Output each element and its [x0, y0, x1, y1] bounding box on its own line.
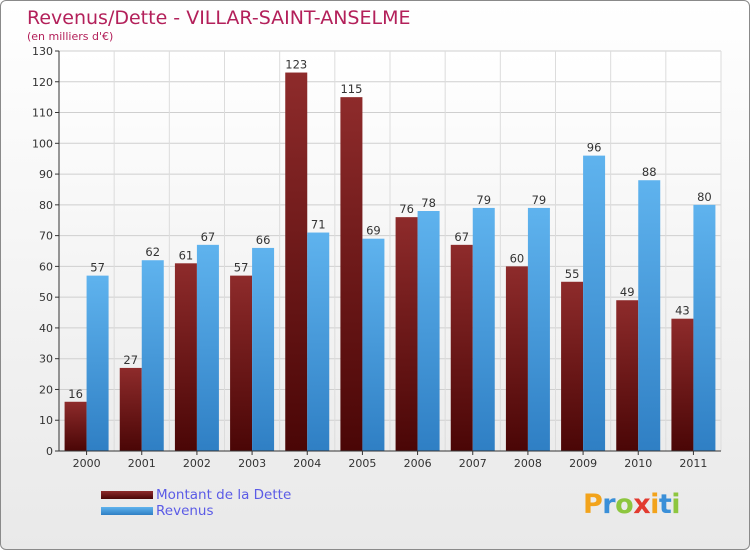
legend-swatch-revenus [101, 507, 153, 515]
logo-letter: r [602, 489, 616, 520]
data-label-revenus: 79 [532, 193, 547, 207]
legend-label-revenus: Revenus [156, 503, 214, 519]
data-label-debt: 16 [68, 387, 83, 401]
bar-debt [450, 244, 473, 451]
logo-letter: t [658, 489, 672, 520]
bar-revenus [141, 260, 164, 451]
data-label-debt: 67 [454, 230, 469, 244]
x-tick-label: 2006 [404, 457, 432, 470]
y-tick-label: 0 [46, 445, 53, 458]
x-tick-label: 2009 [569, 457, 597, 470]
data-label-debt: 49 [620, 285, 635, 299]
bar-debt [671, 318, 694, 451]
x-tick-label: 2010 [624, 457, 652, 470]
proxiti-logo: Proxiti [583, 489, 681, 520]
bar-debt [230, 275, 253, 451]
data-label-debt: 115 [340, 82, 362, 96]
bar-debt [174, 263, 197, 451]
bar-revenus [307, 232, 330, 451]
bar-revenus [472, 207, 495, 451]
y-tick-label: 30 [39, 353, 53, 366]
data-label-revenus: 80 [697, 190, 712, 204]
logo-letter: i [671, 489, 681, 520]
logo-letter: x [633, 489, 651, 520]
data-label-revenus: 67 [201, 230, 216, 244]
data-label-debt: 43 [675, 304, 690, 318]
data-label-debt: 76 [399, 202, 414, 216]
y-tick-label: 130 [32, 45, 53, 58]
y-tick-label: 10 [39, 414, 53, 427]
x-tick-label: 2001 [128, 457, 156, 470]
legend-label-debt: Montant de la Dette [156, 487, 292, 503]
data-label-revenus: 57 [90, 261, 105, 275]
bar-revenus [417, 211, 440, 451]
data-label-debt: 55 [565, 267, 580, 281]
bar-revenus [693, 204, 716, 451]
y-tick-label: 80 [39, 199, 53, 212]
bar-debt [285, 72, 308, 452]
bar-revenus [252, 247, 275, 451]
y-tick-label: 90 [39, 168, 53, 181]
data-label-revenus: 96 [587, 141, 602, 155]
legend-swatch-debt [101, 491, 153, 499]
logo-letter: o [615, 489, 634, 520]
x-tick-label: 2004 [293, 457, 321, 470]
chart-title: Revenus/Dette - VILLAR-SAINT-ANSELME [27, 7, 411, 29]
data-label-debt: 60 [510, 251, 525, 265]
bar-debt [119, 367, 142, 451]
bar-revenus [86, 275, 109, 451]
bar-revenus [196, 244, 219, 451]
bar-debt [64, 401, 87, 451]
y-tick-label: 110 [32, 107, 53, 120]
data-label-revenus: 66 [256, 233, 271, 247]
y-tick-label: 100 [32, 137, 53, 150]
data-label-debt: 123 [285, 58, 307, 72]
y-tick-label: 40 [39, 322, 53, 335]
logo-letter: P [583, 489, 603, 520]
data-label-revenus: 88 [642, 165, 657, 179]
y-tick-label: 20 [39, 383, 53, 396]
y-tick-label: 50 [39, 291, 53, 304]
x-tick-label: 2003 [238, 457, 266, 470]
data-label-revenus: 62 [145, 245, 160, 259]
logo-letter: i [650, 489, 659, 520]
bar-revenus [583, 155, 606, 451]
data-label-revenus: 78 [421, 196, 436, 210]
bar-debt [505, 266, 528, 451]
bar-debt [616, 300, 639, 451]
data-label-debt: 57 [234, 261, 249, 275]
chart-subtitle: (en milliers d'€) [27, 30, 114, 43]
x-tick-label: 2002 [183, 457, 211, 470]
bar-revenus [527, 207, 550, 451]
x-tick-label: 2000 [73, 457, 101, 470]
data-label-revenus: 69 [366, 224, 381, 238]
bar-revenus [638, 180, 661, 451]
bar-debt [561, 281, 584, 451]
y-tick-label: 60 [39, 260, 53, 273]
data-label-debt: 61 [179, 248, 194, 262]
x-tick-label: 2008 [514, 457, 542, 470]
y-tick-label: 70 [39, 230, 53, 243]
y-tick-label: 120 [32, 76, 53, 89]
bar-debt [395, 217, 418, 451]
bar-debt [340, 97, 363, 452]
bar-revenus [362, 238, 385, 451]
data-label-revenus: 71 [311, 218, 326, 232]
data-label-revenus: 79 [476, 193, 491, 207]
data-label-debt: 27 [123, 353, 138, 367]
x-tick-label: 2007 [459, 457, 487, 470]
x-tick-label: 2005 [348, 457, 376, 470]
x-tick-label: 2011 [679, 457, 707, 470]
